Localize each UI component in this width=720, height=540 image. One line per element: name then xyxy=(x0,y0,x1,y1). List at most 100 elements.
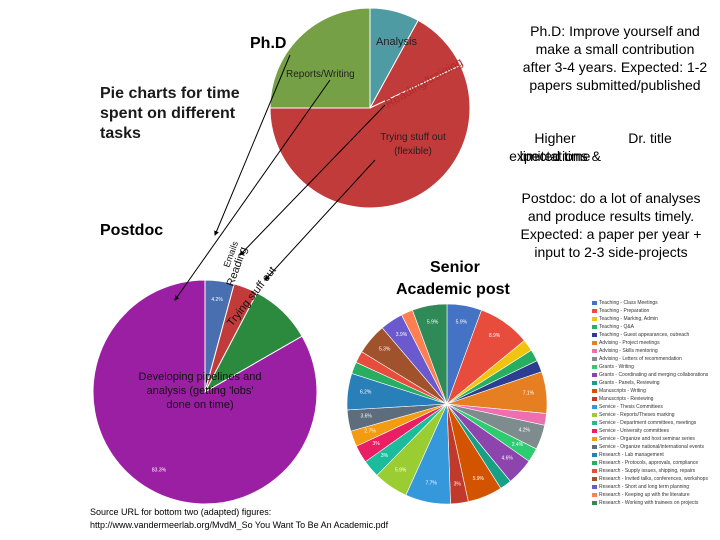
legend-swatch xyxy=(592,364,597,369)
postdoc-slice-label-developing-2: analysis (getting 'lobs' xyxy=(147,385,254,397)
pie-value-label: 3.9% xyxy=(396,332,408,338)
legend-label: Research - Protocols, approvals, complia… xyxy=(599,460,699,466)
pie-value-label: 5.9% xyxy=(395,468,407,474)
legend-swatch xyxy=(592,412,597,417)
legend-swatch xyxy=(592,468,597,473)
legend-item: Teaching - Preparation xyxy=(592,308,649,314)
comparison-arrows xyxy=(174,54,386,301)
pie-value-label: 7.1% xyxy=(523,390,535,396)
legend-item: Research - Keeping up with the literatur… xyxy=(592,492,690,498)
legend-swatch xyxy=(592,492,597,497)
postdoc-expectation: Postdoc: do a lot of analyses and produc… xyxy=(520,190,702,260)
phd-expectation: Ph.D: Improve yourself and make a small … xyxy=(522,23,708,93)
legend-swatch xyxy=(592,436,597,441)
legend-item: Research - Short and long term planning xyxy=(592,484,689,490)
dr-title: Dr. title xyxy=(628,130,672,146)
legend-swatch xyxy=(592,372,597,377)
pie-value-label: 3% xyxy=(381,453,389,459)
legend-item: Service - University committees xyxy=(592,428,669,434)
legend-item: Grants - Coordinating and merging collab… xyxy=(592,372,708,378)
legend-item: Research - Supply issues, shipping, repa… xyxy=(592,468,695,474)
legend-item: Manuscripts - Reviewing xyxy=(592,396,653,402)
legend-swatch xyxy=(592,420,597,425)
legend-label: Teaching - Preparation xyxy=(599,308,650,314)
legend-label: Advising - Project meetings xyxy=(599,340,660,346)
arrow-reading-to-postdoc xyxy=(239,104,386,256)
limited-time: limited time xyxy=(519,148,591,164)
legend-swatch xyxy=(592,396,597,401)
pie-value-label: 3% xyxy=(454,481,462,487)
senior-label-line1: Senior xyxy=(430,259,480,276)
legend-item: Manuscripts - Writing xyxy=(592,388,646,394)
legend-label: Manuscripts - Reviewing xyxy=(599,396,654,402)
legend-swatch xyxy=(592,380,597,385)
legend-label: Service - Thesis Committees xyxy=(599,404,663,410)
legend-label: Advising - Skills mentoring xyxy=(599,348,658,354)
pie-value-label: 5.9% xyxy=(427,319,439,325)
pie-value-label: 4.6% xyxy=(501,456,513,462)
legend-label: Research - Invited talks, conferences, w… xyxy=(599,476,708,482)
senior-pie-chart: 5.9% 8.9% 7.1% 4.2% 2.4% 4.6% 5.9% 3% 7.7% 5.9% 3%… xyxy=(346,303,548,505)
pie-value-label: 5.9% xyxy=(473,476,485,482)
legend-label: Grants - Writing xyxy=(599,364,634,370)
legend-label: Service - Department committees, meeting… xyxy=(599,420,697,426)
legend-item: Teaching - Q&A xyxy=(592,324,634,330)
legend-item: Advising - Skills mentoring xyxy=(592,348,658,354)
higher-expectations: Higher expectations & xyxy=(509,130,601,164)
legend-label: Research - Supply issues, shipping, repa… xyxy=(599,468,696,474)
postdoc-label: Postdoc xyxy=(100,222,164,239)
legend-item: Research - Working with trainees on proj… xyxy=(592,500,698,506)
legend-swatch xyxy=(592,452,597,457)
senior-label-line2: Academic post xyxy=(396,281,510,298)
legend-swatch xyxy=(592,356,597,361)
phd-slice-label-flexible: (flexible) xyxy=(394,146,432,157)
arrow-reports-to-postdoc xyxy=(174,79,331,301)
legend-item: Service - Reports/Theses marking xyxy=(592,412,675,418)
phd-pie-chart: AnalysisReading/trainingReports/WritingT… xyxy=(269,7,471,209)
legend-swatch xyxy=(592,388,597,393)
phd-slice-label-trying: Trying stuff out xyxy=(380,132,446,143)
legend-item: Advising - Letters of recommendation xyxy=(592,356,682,362)
legend-swatch xyxy=(592,300,597,305)
source-line1: Source URL for bottom two (adapted) figu… xyxy=(90,507,272,517)
legend-label: Manuscripts - Writing xyxy=(599,388,646,394)
source-line2: http://www.vandermeerlab.org/MvdM_So You… xyxy=(90,520,389,530)
legend-item: Teaching - Marking, Admin xyxy=(592,316,658,322)
pie-value-label: 7.7% xyxy=(425,480,437,486)
legend-label: Research - Short and long term planning xyxy=(599,484,690,490)
page-heading: Pie charts for time spent on different t… xyxy=(100,85,240,142)
legend-label: Grants - Panels, Reviewing xyxy=(599,380,660,386)
phd-slice-label-analysis: Analysis xyxy=(376,36,417,48)
legend-swatch xyxy=(592,316,597,321)
legend-item: Service - Organize national/internationa… xyxy=(592,444,704,450)
pie-value-label: 8.9% xyxy=(489,333,501,339)
arrow-phd-to-postdoc xyxy=(214,54,291,236)
legend-label: Service - University committees xyxy=(599,428,670,434)
pie-slice-26 xyxy=(412,303,448,405)
legend-item: Research - Protocols, approvals, complia… xyxy=(592,460,698,466)
pie-slice-4 xyxy=(92,279,318,505)
legend-swatch xyxy=(592,340,597,345)
postdoc-slice-label-developing-1: Developing pipelines and xyxy=(139,371,262,383)
legend-label: Teaching - Class Meetings xyxy=(599,300,658,306)
pie-value-label: 4.2% xyxy=(211,297,223,303)
pie-value-label: 2.4% xyxy=(512,442,524,448)
legend-label: Teaching - Marking, Admin xyxy=(599,316,658,322)
legend-item: Grants - Writing xyxy=(592,364,634,370)
legend-label: Research - Keeping up with the literatur… xyxy=(599,492,690,498)
postdoc-slice-label-developing-3: done on time) xyxy=(166,399,233,411)
phd-label: Ph.D xyxy=(250,35,287,52)
pie-value-label: 3.6% xyxy=(360,414,372,420)
legend-item: Advising - Project meetings xyxy=(592,340,660,346)
legend-label: Service - Organize national/internationa… xyxy=(599,444,705,450)
legend-label: Advising - Letters of recommendation xyxy=(599,356,682,362)
pie-value-label: 2.7% xyxy=(364,429,376,435)
legend-label: Research - Working with trainees on proj… xyxy=(599,500,699,506)
legend-swatch xyxy=(592,308,597,313)
pie-value-label: 83.3% xyxy=(152,467,167,473)
pie-value-label: 5.3% xyxy=(379,347,391,353)
legend-label: Grants - Coordinating and merging collab… xyxy=(599,372,709,378)
legend-swatch xyxy=(592,500,597,505)
